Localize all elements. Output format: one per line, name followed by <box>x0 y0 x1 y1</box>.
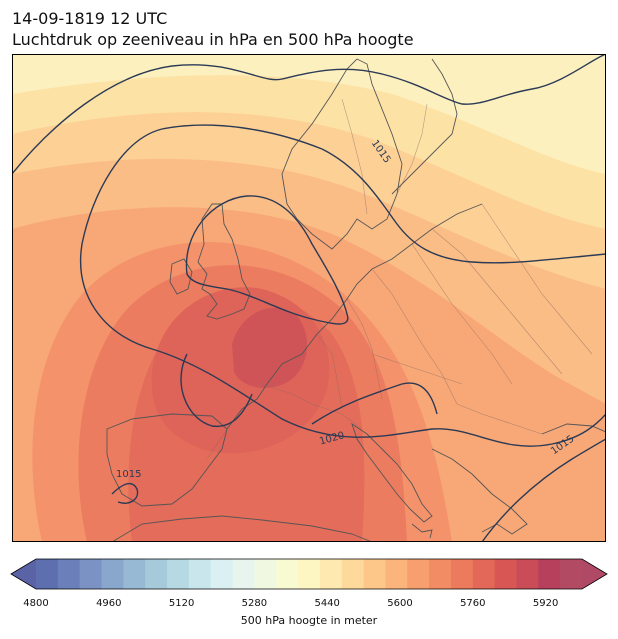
colorbar-band <box>407 559 430 589</box>
colorbar-tick-label: 4960 <box>96 598 122 609</box>
colorbar-band <box>276 559 299 589</box>
colorbar-band <box>494 559 517 589</box>
colorbar-tick-label: 4800 <box>23 598 49 609</box>
colorbar-band <box>57 559 81 589</box>
colorbar-band <box>319 559 343 589</box>
isobars <box>12 54 606 542</box>
colorbar-tick-label: 5920 <box>532 598 559 609</box>
colorbar-band <box>560 559 583 589</box>
colorbar-band <box>79 559 103 589</box>
colorbar-band <box>298 559 321 589</box>
colorbar-tick-label: 5760 <box>460 598 486 609</box>
colorbar-band <box>254 559 277 589</box>
colorbar-band <box>516 559 539 589</box>
colorbar-tick-label: 5120 <box>168 598 195 609</box>
colorbar-band <box>36 559 59 589</box>
colorbar-band <box>167 559 190 589</box>
colorbar: 4800 4960 5120 5280 5440 5600 5760 5920 500 hPa… <box>10 557 608 627</box>
colorbar-band <box>210 559 234 589</box>
colorbar-band <box>101 559 124 589</box>
colorbar-band <box>145 559 168 589</box>
colorbar-strip <box>10 558 608 590</box>
colorbar-band <box>429 559 452 589</box>
colorbar-tick-label: 5600 <box>387 598 413 609</box>
colorbar-band <box>188 559 212 589</box>
colorbar-extend-low <box>11 559 36 589</box>
colorbar-label: 500 hPa hoogte in meter <box>240 614 378 627</box>
map-panel: 1015 1020 1015 1015 <box>12 54 606 542</box>
map-frame <box>12 54 606 542</box>
map-datetime: 14-09-1819 12 UTC <box>12 9 168 28</box>
colorbar-band <box>385 559 408 589</box>
map-subtitle: Luchtdruk op zeeniveau in hPa en 500 hPa… <box>12 30 414 49</box>
colorbar-band <box>341 559 365 589</box>
colorbar-band <box>123 559 146 589</box>
colorbar-tick-label: 5440 <box>314 598 340 609</box>
isobar-label-1015-iberia: 1015 <box>116 469 141 480</box>
colorbar-band <box>538 559 561 589</box>
colorbar-band <box>472 559 496 589</box>
country-borders <box>206 98 593 460</box>
colorbar-band <box>450 559 474 589</box>
colorbar-extend-high <box>582 559 607 589</box>
coastlines <box>106 58 606 542</box>
colorbar-band <box>232 559 255 589</box>
colorbar-band <box>363 559 386 589</box>
colorbar-tick-label: 5280 <box>241 598 268 609</box>
colorbar-outline <box>10 558 608 590</box>
